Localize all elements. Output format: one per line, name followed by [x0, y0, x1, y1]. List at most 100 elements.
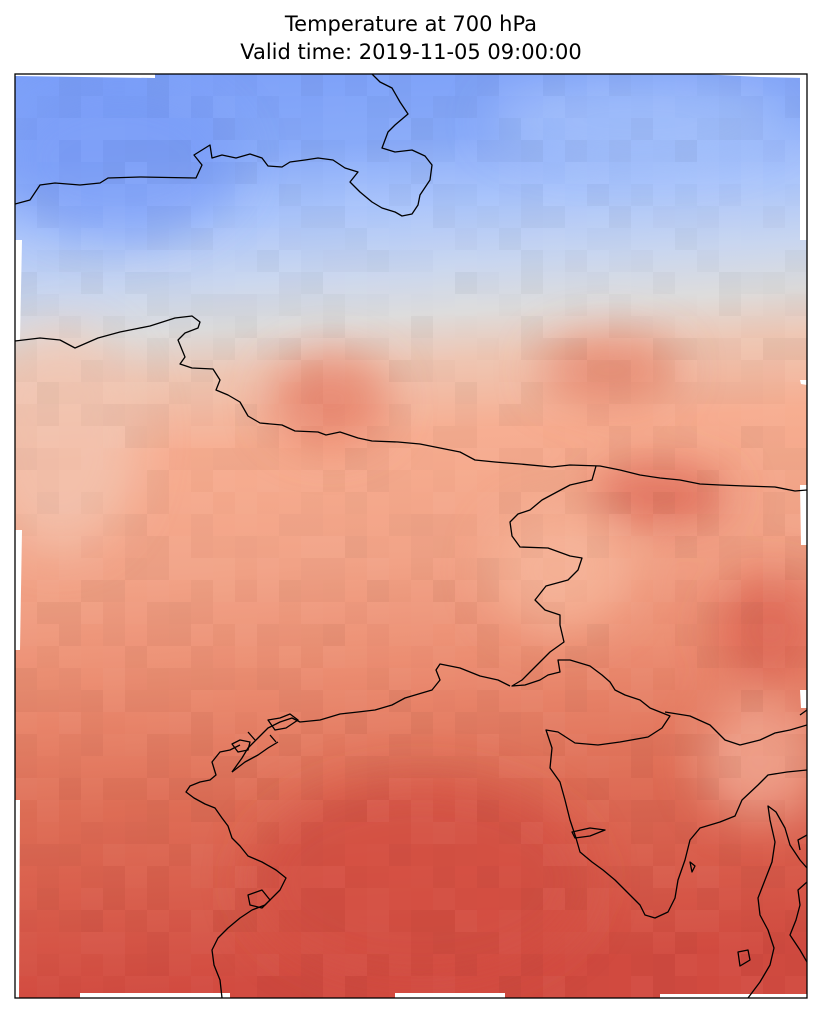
grid-cell	[587, 844, 609, 866]
grid-cell	[499, 404, 521, 426]
grid-cell	[763, 558, 785, 580]
grid-cell	[147, 316, 169, 338]
grid-cell	[719, 646, 741, 668]
grid-cell	[477, 712, 499, 734]
grid-cell	[257, 514, 279, 536]
grid-cell	[323, 668, 345, 690]
grid-cell	[719, 360, 741, 382]
grid-cell	[367, 558, 389, 580]
grid-cell	[785, 294, 807, 316]
grid-cell	[323, 184, 345, 206]
grid-cell	[697, 668, 719, 690]
grid-cell	[521, 668, 543, 690]
grid-cell	[785, 668, 807, 690]
grid-cell	[697, 514, 719, 536]
grid-cell	[719, 492, 741, 514]
grid-cell	[609, 734, 631, 756]
grid-cell	[169, 646, 191, 668]
grid-cell	[455, 118, 477, 140]
grid-cell	[125, 778, 147, 800]
grid-cell	[653, 272, 675, 294]
grid-cell	[587, 360, 609, 382]
grid-cell	[59, 316, 81, 338]
grid-cell	[191, 74, 213, 96]
grid-cell	[411, 74, 433, 96]
grid-cell	[103, 778, 125, 800]
grid-cell	[323, 404, 345, 426]
grid-cell	[499, 624, 521, 646]
grid-cell	[323, 866, 345, 888]
grid-cell	[521, 976, 543, 998]
grid-cell	[763, 118, 785, 140]
grid-cell	[235, 206, 257, 228]
grid-cell	[609, 426, 631, 448]
grid-cell	[125, 624, 147, 646]
grid-cell	[565, 294, 587, 316]
grid-cell	[323, 514, 345, 536]
grid-cell	[345, 448, 367, 470]
grid-cell	[675, 668, 697, 690]
grid-cell	[279, 668, 301, 690]
grid-cell	[785, 624, 807, 646]
grid-cell	[411, 580, 433, 602]
grid-cell	[367, 250, 389, 272]
grid-cell	[411, 96, 433, 118]
grid-cell	[279, 448, 301, 470]
grid-cell	[543, 140, 565, 162]
grid-cell	[565, 250, 587, 272]
grid-cell	[345, 558, 367, 580]
grid-cell	[257, 712, 279, 734]
grid-cell	[59, 602, 81, 624]
grid-cell	[301, 228, 323, 250]
grid-cell	[301, 844, 323, 866]
grid-cell	[499, 712, 521, 734]
grid-cell	[741, 118, 763, 140]
grid-cell	[499, 228, 521, 250]
grid-cell	[631, 734, 653, 756]
grid-cell	[411, 492, 433, 514]
grid-cell	[37, 272, 59, 294]
grid-cell	[587, 580, 609, 602]
grid-cell	[521, 624, 543, 646]
grid-cell	[499, 866, 521, 888]
grid-cell	[191, 272, 213, 294]
grid-cell	[499, 690, 521, 712]
cool-spot	[490, 510, 630, 630]
grid-cell	[257, 822, 279, 844]
grid-cell	[433, 162, 455, 184]
grid-cell	[697, 184, 719, 206]
grid-cell	[301, 360, 323, 382]
grid-cell	[213, 118, 235, 140]
grid-cell	[213, 492, 235, 514]
grid-cell	[521, 118, 543, 140]
grid-cell	[741, 756, 763, 778]
grid-cell	[719, 602, 741, 624]
grid-cell	[125, 228, 147, 250]
grid-cell	[235, 932, 257, 954]
grid-cell	[741, 492, 763, 514]
grid-cell	[169, 228, 191, 250]
grid-cell	[213, 558, 235, 580]
grid-cell	[587, 74, 609, 96]
grid-cell	[477, 690, 499, 712]
grid-cell	[411, 866, 433, 888]
grid-cell	[587, 338, 609, 360]
grid-cell	[59, 360, 81, 382]
grid-cell	[631, 228, 653, 250]
grid-cell	[213, 536, 235, 558]
eastern-coast	[664, 709, 807, 998]
grid-cell	[631, 954, 653, 976]
grid-cell	[477, 602, 499, 624]
grid-cell	[543, 976, 565, 998]
grid-cell	[147, 140, 169, 162]
grid-cell	[169, 338, 191, 360]
grid-cell	[279, 272, 301, 294]
grid-cell	[367, 778, 389, 800]
grid-cell	[543, 404, 565, 426]
grid-cell	[719, 118, 741, 140]
grid-cell	[675, 184, 697, 206]
grid-cell	[257, 316, 279, 338]
grid-cell	[15, 734, 37, 756]
grid-cell	[367, 96, 389, 118]
grid-cell	[609, 470, 631, 492]
